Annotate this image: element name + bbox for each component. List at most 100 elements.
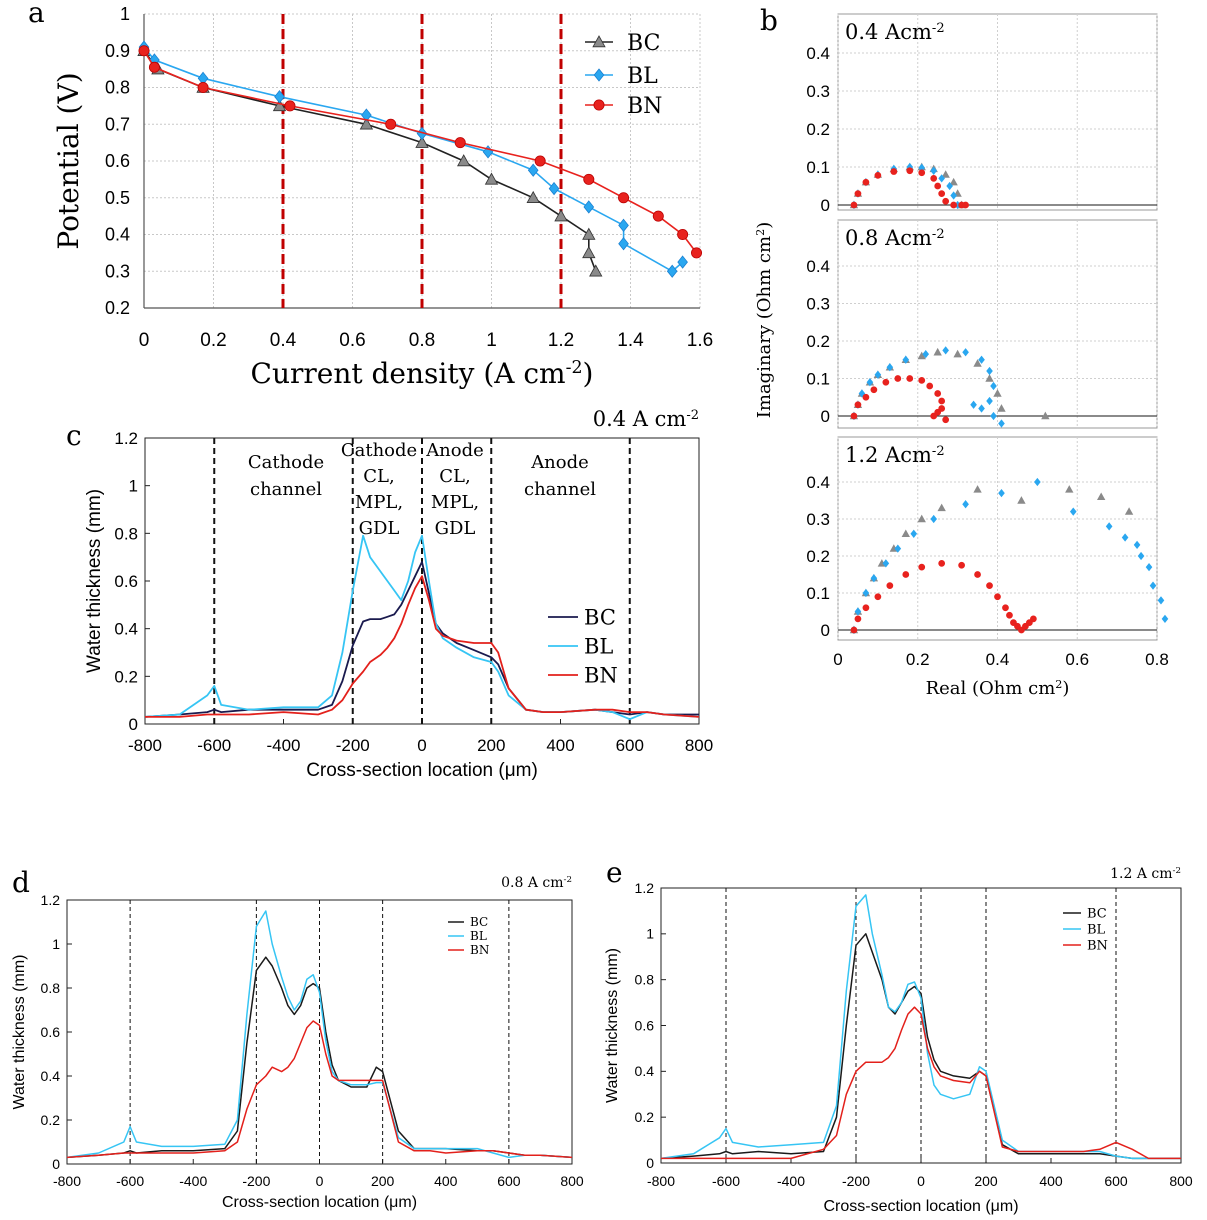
- y-tick-label: 0.1: [806, 370, 830, 389]
- region-label: channel: [524, 479, 596, 500]
- data-point-BN: [854, 615, 862, 623]
- data-point-BL: [886, 363, 894, 372]
- data-point-BL: [998, 419, 1005, 428]
- data-point-BN: [197, 82, 209, 94]
- panel-letter-d: d: [12, 866, 30, 899]
- y-tick-label: 1.2: [114, 429, 138, 448]
- data-point-BN: [886, 582, 894, 589]
- data-point-BC: [953, 349, 962, 358]
- data-point-BL: [361, 108, 372, 122]
- series-line-BL: [143, 46, 684, 273]
- x-tick-label: 0.4: [270, 330, 297, 351]
- x-tick-label: 0.2: [200, 330, 226, 351]
- y-tick-label: 0: [52, 1156, 60, 1172]
- x-tick-label: 200: [477, 736, 505, 755]
- x-tick-label: 1.2: [548, 330, 574, 351]
- region-label: Anode: [530, 452, 589, 473]
- legend-marker-BC: [592, 35, 606, 48]
- x-tick-label: 0.6: [339, 330, 365, 351]
- data-point-BN: [862, 393, 870, 401]
- x-tick-label: -400: [266, 736, 300, 755]
- data-point-BL: [938, 174, 945, 183]
- x-tick-label: -400: [179, 1173, 207, 1189]
- data-point-BN: [930, 412, 938, 420]
- data-point-BN: [906, 167, 914, 175]
- data-point-BC: [582, 246, 596, 259]
- data-point-BN: [854, 401, 862, 409]
- data-point-BN: [1030, 615, 1037, 623]
- y-tick-label: 0.4: [105, 225, 130, 245]
- data-point-BL: [970, 400, 977, 409]
- panel-letter-b: b: [760, 4, 778, 37]
- y-tick-label: 0.4: [806, 257, 830, 276]
- x-tick-label: -600: [712, 1173, 740, 1189]
- region-label: Cathode: [248, 452, 324, 473]
- x-tick-label: 400: [434, 1173, 458, 1189]
- data-point-BL: [1149, 581, 1157, 590]
- y-tick-label: 0.2: [105, 298, 130, 318]
- data-point-BN: [938, 560, 946, 567]
- data-point-BL: [677, 255, 688, 269]
- y-tick-label: 0: [821, 196, 830, 215]
- data-point-BN: [890, 168, 898, 175]
- data-point-BN: [138, 45, 150, 57]
- data-point-BN: [906, 375, 914, 382]
- series-line-BN: [661, 1006, 1181, 1160]
- x-tick-label: 0.6: [1065, 650, 1089, 669]
- y-tick-label: 0.6: [41, 1024, 61, 1040]
- x-tick-label: -600: [197, 736, 231, 755]
- x-axis-label: Cross-section location (μm): [823, 1198, 1018, 1215]
- data-point-BL: [874, 370, 882, 379]
- nyquist-subplot: 0 0.1 0.2 0.3 0.4 0.4 Acm-2: [806, 13, 1158, 215]
- data-point-BN: [454, 137, 466, 149]
- legend-marker-BL: [593, 68, 605, 82]
- x-tick-label: 1.6: [687, 330, 713, 351]
- data-point-BL: [990, 411, 997, 421]
- region-label: CL,: [439, 466, 470, 487]
- data-point-BN: [894, 375, 902, 382]
- legend-marker-BN: [593, 99, 605, 111]
- region-label: Cathode: [341, 440, 417, 461]
- data-point-BC: [526, 190, 540, 203]
- data-point-BN: [986, 582, 993, 589]
- data-point-BL: [866, 378, 874, 387]
- legend-label-BC: BC: [584, 605, 616, 629]
- data-point-BL: [990, 381, 997, 391]
- panel-letter-a: a: [28, 0, 45, 29]
- data-point-BL: [910, 529, 918, 538]
- data-point-BC: [949, 177, 958, 186]
- series-line-BN: [143, 50, 698, 254]
- data-point-BC: [415, 135, 429, 148]
- data-point-BL: [548, 181, 560, 196]
- region-label: Anode: [425, 440, 484, 461]
- region-label: MPL,: [355, 492, 403, 513]
- y-axis-label: Water thickness (mm): [11, 955, 28, 1110]
- y-tick-label: 0.3: [806, 295, 830, 314]
- series-line-BC: [660, 933, 1181, 1160]
- y-tick-label: 1: [52, 936, 60, 952]
- data-point-BN: [942, 416, 950, 424]
- legend-label-BL: BL: [584, 634, 613, 658]
- x-axis-label: Real (Ohm cm2): [926, 678, 1070, 700]
- legend-label-BL: BL: [627, 64, 658, 89]
- x-tick-label: 0.8: [1145, 650, 1169, 669]
- data-point-BL: [894, 544, 902, 553]
- data-point-BN: [862, 178, 870, 186]
- data-point-BC: [917, 351, 926, 360]
- data-point-BL: [862, 588, 870, 598]
- y-tick-label: 0.2: [114, 667, 138, 686]
- nyquist-subplot: 0 0.1 0.2 0.3 0.4 1.2 Acm-2: [806, 436, 1169, 641]
- region-label: GDL: [359, 518, 400, 539]
- data-point-BN: [850, 201, 858, 209]
- y-tick-label: 0.4: [114, 620, 138, 639]
- y-tick-label: 0.1: [806, 584, 830, 603]
- y-tick-label: 0.8: [635, 972, 655, 988]
- data-point-BC: [973, 359, 982, 367]
- y-tick-label: 0.3: [806, 510, 830, 529]
- data-point-BC: [1017, 496, 1026, 504]
- data-point-BL: [1137, 551, 1145, 561]
- y-tick-label: 0: [646, 1155, 654, 1171]
- x-tick-label: -200: [842, 1173, 870, 1189]
- y-tick-label: 0.2: [806, 547, 830, 566]
